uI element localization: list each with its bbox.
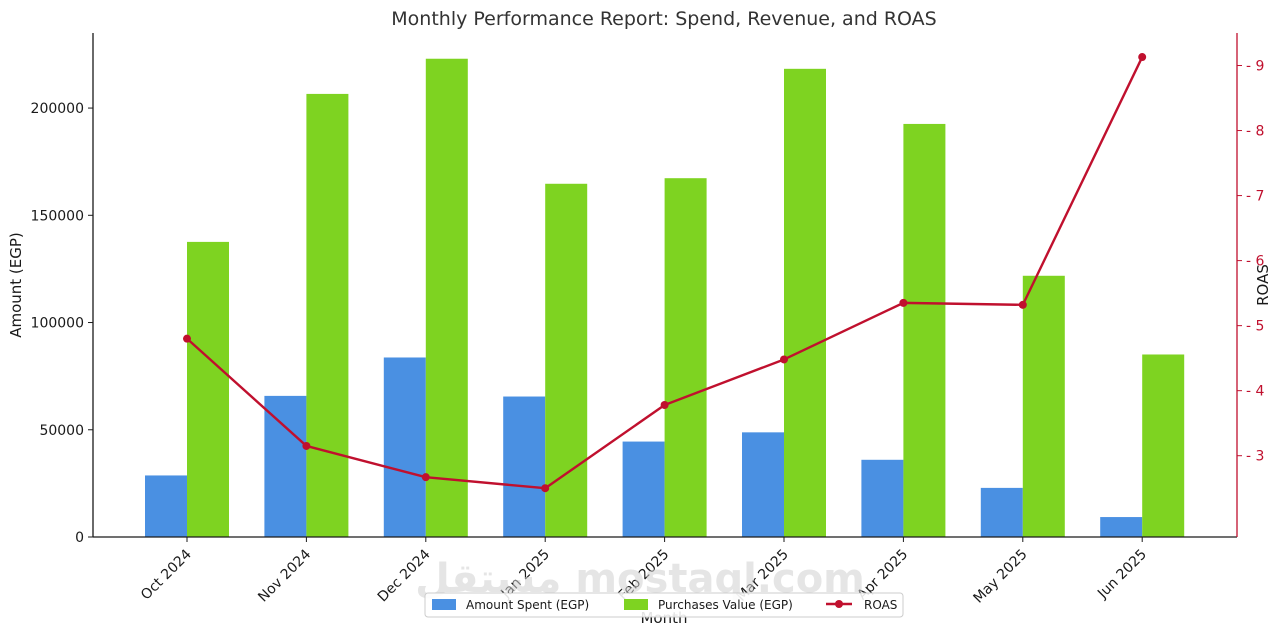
y-axis-title: Amount (EGP) — [7, 232, 25, 338]
bar-amount-spent — [861, 459, 904, 537]
y2-axis-title: ROAS — [1254, 264, 1272, 306]
bar-amount-spent — [742, 432, 784, 537]
bar-amount-spent — [622, 441, 665, 537]
x-tick-label: Oct 2024 — [138, 546, 195, 603]
bar-amount-spent — [264, 395, 307, 537]
bar-purchases-value — [784, 68, 826, 538]
legend: Amount Spent (EGP) Purchases Value (EGP)… — [424, 592, 904, 618]
bar-amount-spent — [145, 475, 187, 537]
roas-point — [1018, 300, 1027, 309]
y2-tick-label: - 8 — [1246, 124, 1264, 140]
y2-tick-label: - 7 — [1246, 189, 1264, 205]
bar-purchases-value — [1022, 275, 1065, 537]
roas-point — [660, 400, 669, 409]
y-tick-label: 100000 — [31, 316, 84, 332]
bar-amount-spent — [503, 396, 546, 537]
y-tick-label: 150000 — [31, 208, 84, 224]
bar-purchases-value — [306, 93, 349, 537]
legend-box — [424, 592, 904, 618]
roas-point — [302, 441, 311, 450]
legend-label-roas: ROAS — [864, 598, 897, 612]
chart-title: Monthly Performance Report: Spend, Reven… — [391, 8, 936, 30]
y2-tick-label: - 9 — [1246, 59, 1264, 75]
y2-tick-label: - 6 — [1246, 254, 1265, 270]
y2-tick-label: - 4 — [1246, 384, 1265, 400]
legend-swatch-spent — [432, 599, 456, 610]
roas-point — [541, 484, 550, 493]
bar-purchases-value — [187, 241, 229, 538]
roas-point — [183, 334, 191, 343]
x-tick-label: Jun 2025 — [1094, 547, 1150, 603]
legend-label-spent: Amount Spent (EGP) — [466, 598, 589, 612]
roas-point — [899, 298, 908, 307]
bar-purchases-value — [903, 123, 946, 537]
legend-marker-roas — [835, 600, 843, 608]
y-tick-label: 50000 — [39, 423, 84, 439]
bars — [145, 58, 1185, 538]
bar-amount-spent — [980, 487, 1023, 537]
y2-axis-ticks: - 3 - 4 - 5 - 6 - 7 - 8 - 9 — [1237, 59, 1265, 465]
legend-label-purchases: Purchases Value (EGP) — [658, 598, 793, 612]
x-tick-label: May 2025 — [971, 547, 1031, 607]
roas-point — [780, 355, 788, 364]
x-tick-label: Nov 2024 — [255, 546, 314, 605]
roas-point — [1138, 53, 1147, 62]
bar-purchases-value — [545, 183, 588, 537]
bar-purchases-value — [664, 178, 707, 538]
bar-amount-spent — [383, 357, 426, 537]
bar-purchases-value — [1142, 354, 1185, 537]
y-tick-label: 0 — [75, 530, 84, 546]
y-axis-ticks: 0 50000 100000 150000 200000 — [31, 101, 93, 546]
y2-tick-label: - 5 — [1246, 319, 1264, 335]
legend-swatch-purchases — [624, 599, 648, 610]
roas-point — [421, 473, 430, 482]
roas-series — [183, 53, 1147, 493]
y-tick-label: 200000 — [31, 101, 84, 117]
bar-purchases-value — [425, 58, 468, 537]
y2-tick-label: - 3 — [1246, 449, 1264, 465]
bar-amount-spent — [1100, 517, 1143, 537]
